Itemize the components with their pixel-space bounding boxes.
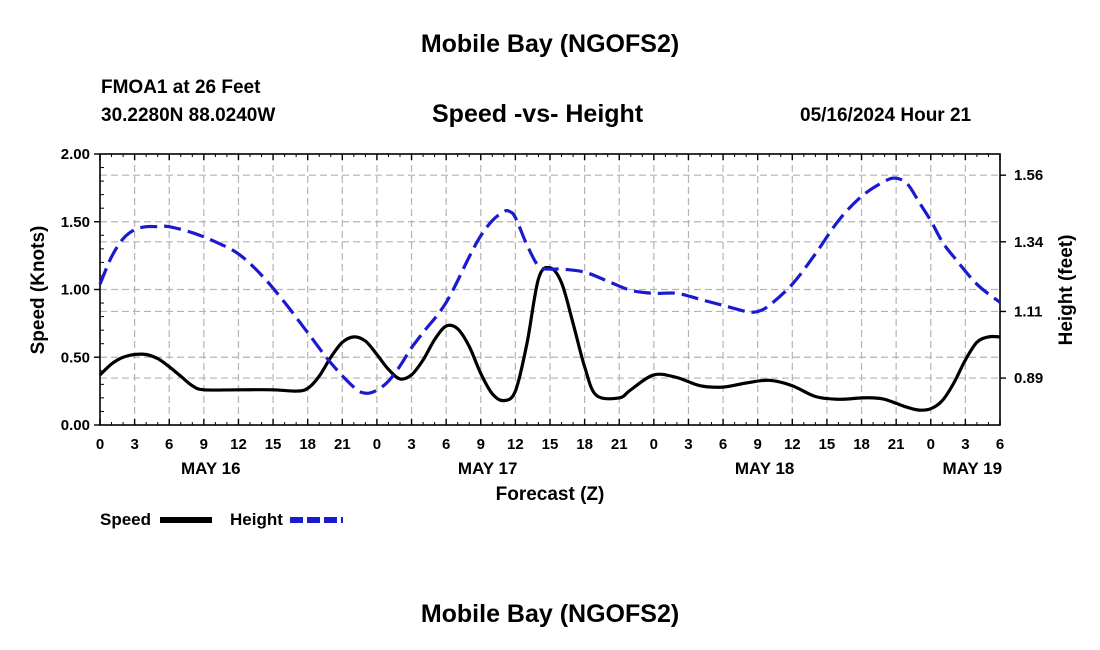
- x-tick-label: 9: [200, 436, 208, 453]
- x-tick-label: 3: [684, 436, 692, 453]
- legend-height-label: Height: [230, 510, 283, 529]
- series: [98, 176, 1002, 412]
- x-tick-label: 21: [334, 436, 351, 453]
- axis-ticks: 0 3 6 9 12 15 18 21 0 3 6 9 12 15 18 21 0 3 6 9 12 15 18 21 0 3 6M…: [61, 146, 1044, 478]
- date-label: MAY 16: [181, 459, 241, 478]
- x-tick-label: 12: [230, 436, 247, 453]
- chart-subtitle: Speed -vs- Height: [432, 100, 644, 128]
- x-tick-label: 18: [576, 436, 593, 453]
- main-title: Mobile Bay (NGOFS2): [420, 30, 680, 58]
- x-tick-label: 15: [265, 436, 282, 453]
- x-tick-label: 18: [853, 436, 870, 453]
- x-tick-label: 9: [754, 436, 762, 453]
- y-tick-label: 1.50: [61, 214, 90, 231]
- legend: Speed Height: [100, 510, 343, 529]
- x-tick-label: 12: [784, 436, 801, 453]
- x-tick-label: 6: [165, 436, 173, 453]
- x-tick-label: 3: [130, 436, 138, 453]
- x-axis-label: Forecast (Z): [496, 484, 605, 505]
- y-tick-label: 2.00: [61, 146, 90, 163]
- y2-tick-label: 1.11: [1014, 303, 1042, 320]
- x-tick-label: 0: [927, 436, 935, 453]
- y-tick-label: 1.00: [61, 282, 90, 299]
- y2-tick-label: 1.34: [1014, 234, 1044, 251]
- x-tick-label: 12: [507, 436, 524, 453]
- y2-tick-label: 0.89: [1014, 370, 1043, 387]
- x-tick-label: 0: [96, 436, 104, 453]
- y2-tick-label: 1.56: [1014, 167, 1043, 184]
- x-tick-label: 3: [407, 436, 415, 453]
- x-tick-label: 15: [542, 436, 559, 453]
- footer-title: Mobile Bay (NGOFS2): [420, 600, 680, 628]
- x-tick-label: 3: [961, 436, 969, 453]
- y-axis-label: Speed (Knots): [28, 226, 49, 355]
- x-tick-label: 6: [442, 436, 450, 453]
- x-tick-label: 21: [611, 436, 628, 453]
- date-label: MAY 17: [458, 459, 518, 478]
- forecast-timestamp: 05/16/2024 Hour 21: [800, 105, 972, 126]
- y2-axis-label: Height (feet): [1056, 235, 1077, 346]
- x-tick-label: 6: [996, 436, 1004, 453]
- x-tick-label: 15: [819, 436, 836, 453]
- series-line-speed: [98, 265, 1001, 412]
- date-label: MAY 19: [943, 459, 1003, 478]
- x-tick-label: 0: [650, 436, 658, 453]
- legend-speed-label: Speed: [100, 510, 151, 529]
- grid: [100, 154, 1000, 425]
- series-line-height: [98, 176, 1002, 395]
- x-tick-label: 18: [299, 436, 316, 453]
- station-label: FMOA1 at 26 Feet: [101, 77, 261, 98]
- y-tick-label: 0.50: [61, 349, 90, 366]
- date-label: MAY 18: [735, 459, 795, 478]
- x-tick-label: 9: [477, 436, 485, 453]
- x-tick-label: 21: [888, 436, 905, 453]
- station-coordinates: 30.2280N 88.0240W: [101, 105, 276, 126]
- x-tick-label: 6: [719, 436, 727, 453]
- y-tick-label: 0.00: [61, 417, 90, 434]
- x-tick-label: 0: [373, 436, 381, 453]
